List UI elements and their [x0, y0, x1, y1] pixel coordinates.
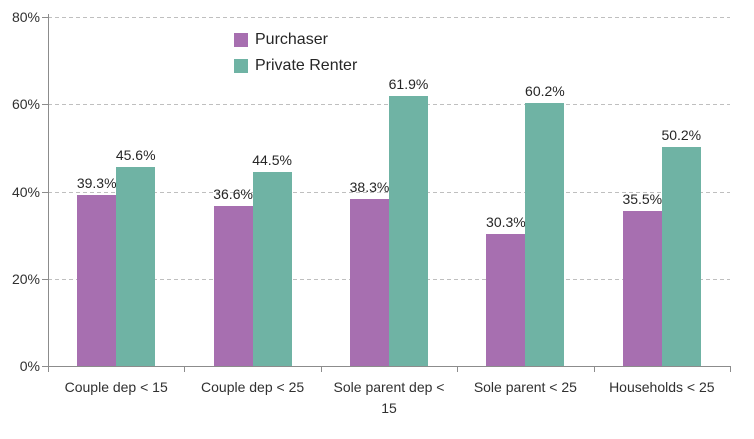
x-axis-tick: [593, 367, 595, 372]
bar-private-renter: [389, 96, 428, 366]
data-label: 35.5%: [622, 191, 663, 207]
data-label: 36.6%: [213, 186, 253, 202]
y-axis-label: 80%: [11, 9, 40, 25]
data-label: 30.3%: [486, 214, 526, 230]
data-label: 39.3%: [76, 175, 117, 191]
y-axis-tick: [42, 278, 48, 280]
bar-private-renter: [252, 172, 292, 366]
data-label: 50.2%: [661, 127, 702, 143]
bar-private-renter: [661, 147, 701, 366]
x-axis-category-label: Sole parent < 25: [473, 379, 577, 395]
bar-private-renter: [525, 103, 565, 366]
legend-item-private-renter: Private Renter: [234, 57, 357, 75]
legend-swatch-private-renter: [234, 59, 248, 73]
x-axis-tick: [184, 367, 186, 372]
data-label: 61.9%: [388, 76, 429, 92]
bar-purchaser: [77, 195, 117, 366]
gridline: [48, 17, 730, 18]
legend-label-purchaser: Purchaser: [255, 31, 328, 48]
x-axis-tick: [320, 367, 322, 372]
bar-purchaser: [486, 234, 526, 366]
x-axis-tick: [730, 367, 731, 372]
y-axis-tick: [42, 104, 48, 106]
bar-purchaser: [350, 199, 389, 366]
legend-label-private-renter: Private Renter: [255, 57, 358, 74]
bar-private-renter: [116, 167, 156, 366]
legend: Purchaser Private Renter: [234, 31, 357, 83]
y-axis-label: 40%: [11, 183, 40, 200]
y-axis-label: 60%: [11, 96, 40, 113]
data-label: 60.2%: [525, 83, 565, 99]
x-axis-category-label: Sole parent dep < 15: [333, 379, 445, 416]
y-axis-tick: [42, 191, 48, 193]
x-axis-category-label: Households < 25: [609, 379, 715, 395]
x-axis-category-label: Couple dep < 15: [64, 379, 168, 395]
x-axis-tick: [457, 367, 459, 372]
data-label: 45.6%: [115, 147, 156, 163]
legend-item-purchaser: Purchaser: [234, 31, 357, 49]
y-axis-tick: [42, 17, 48, 18]
bar-purchaser: [213, 206, 253, 366]
y-axis-label: 20%: [11, 270, 40, 287]
y-axis-line: [48, 14, 49, 367]
y-axis-label: 0%: [19, 358, 40, 374]
legend-swatch-purchaser: [234, 33, 248, 47]
data-label: 38.3%: [349, 179, 390, 195]
bar-purchaser: [622, 211, 662, 366]
x-axis-category-label: Couple dep < 25: [201, 379, 305, 395]
y-axis-tick: [42, 366, 48, 367]
data-label: 44.5%: [252, 152, 292, 168]
x-axis-tick: [48, 367, 49, 372]
x-axis-line: [48, 366, 731, 367]
